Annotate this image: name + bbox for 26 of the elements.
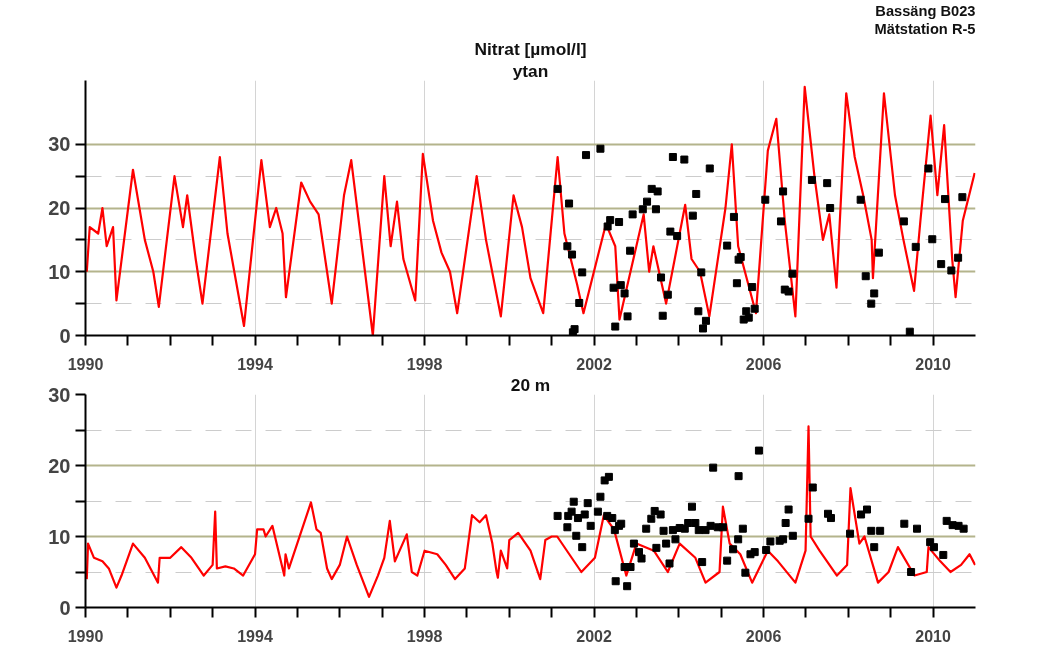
chart-title: Nitrat [µmol/l]	[474, 38, 587, 59]
y-tick-label: 10	[48, 525, 71, 548]
line-series	[85, 425, 976, 598]
y-tick-label: 20	[48, 197, 71, 219]
x-tick-label: 2002	[576, 627, 612, 645]
text: Bassäng B023	[875, 2, 976, 19]
x-tick-label: 1998	[406, 627, 443, 645]
y-tick-label: 20	[48, 454, 71, 477]
x-tick-label: 1990	[67, 627, 104, 645]
y-tick-label: 0	[59, 596, 71, 619]
chart-title: 20 m	[510, 374, 551, 395]
y-tick-label: 30	[48, 133, 71, 156]
text: Mätstation R-5	[874, 20, 976, 37]
y-tick-label: 10	[48, 260, 71, 283]
x-tick-label: 1994	[237, 355, 273, 373]
chart-subtitle: ytan	[512, 60, 549, 81]
x-tick-label: 2010	[915, 355, 952, 373]
x-tick-label: 2010	[915, 627, 952, 645]
x-tick-label: 1994	[237, 627, 273, 645]
x-tick-label: 2006	[745, 355, 782, 373]
x-tick-label: 1990	[67, 355, 104, 373]
x-tick-label: 1998	[406, 355, 443, 373]
y-tick-label: 0	[59, 324, 71, 347]
x-tick-label: 2006	[745, 627, 782, 645]
y-tick-label: 30	[48, 383, 71, 406]
x-tick-label: 2002	[576, 355, 612, 373]
